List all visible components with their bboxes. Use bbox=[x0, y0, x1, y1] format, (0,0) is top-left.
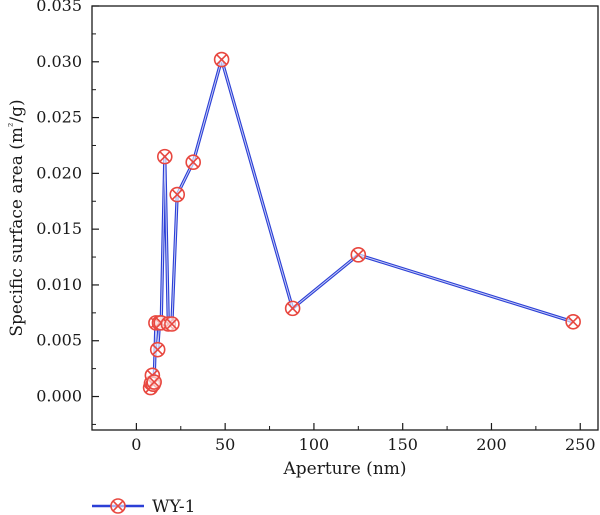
data-point bbox=[565, 313, 581, 330]
x-tick-label: 50 bbox=[215, 435, 235, 454]
data-point bbox=[185, 154, 201, 171]
y-tick-label: 0.000 bbox=[36, 387, 82, 406]
plot-area bbox=[91, 5, 599, 431]
y-axis: 0.000 0.005 0.010 0.015 0.020 0.025 0.030 0.035 bbox=[36, 0, 99, 425]
legend: WY-1 bbox=[92, 497, 195, 515]
x-axis-label: Aperture (nm) bbox=[282, 459, 406, 479]
legend-label: WY-1 bbox=[152, 497, 195, 515]
x-tick-label: 100 bbox=[299, 435, 330, 454]
y-tick-label: 0.025 bbox=[36, 108, 82, 127]
y-tick-label: 0.015 bbox=[36, 219, 82, 238]
legend-marker-symbol bbox=[110, 498, 126, 514]
y-tick-label: 0.005 bbox=[36, 331, 82, 350]
data-point bbox=[156, 148, 173, 165]
series-layer bbox=[142, 51, 581, 396]
data-point bbox=[350, 247, 367, 263]
series-line-highlight bbox=[150, 59, 574, 388]
y-axis-label: Specific surface area (m²/g) bbox=[6, 99, 28, 336]
y-tick-label: 0.030 bbox=[36, 52, 82, 71]
legend-marker bbox=[110, 498, 126, 514]
data-point bbox=[149, 341, 166, 358]
x-tick-label: 250 bbox=[565, 435, 596, 454]
plot-border bbox=[91, 5, 599, 431]
x-tick-label: 150 bbox=[387, 435, 418, 454]
data-point bbox=[284, 300, 301, 317]
data-point bbox=[164, 316, 180, 332]
y-tick-label: 0.035 bbox=[36, 0, 82, 15]
data-point bbox=[169, 186, 186, 203]
x-tick-label: 200 bbox=[476, 435, 507, 454]
series-line bbox=[149, 57, 574, 388]
y-tick-label: 0.010 bbox=[36, 275, 82, 294]
data-point bbox=[213, 51, 230, 68]
x-axis: 0 50 100 150 200 250 bbox=[91, 423, 596, 454]
y-tick-label: 0.020 bbox=[36, 163, 82, 182]
data-point bbox=[146, 374, 162, 390]
x-tick-label: 0 bbox=[131, 435, 141, 454]
